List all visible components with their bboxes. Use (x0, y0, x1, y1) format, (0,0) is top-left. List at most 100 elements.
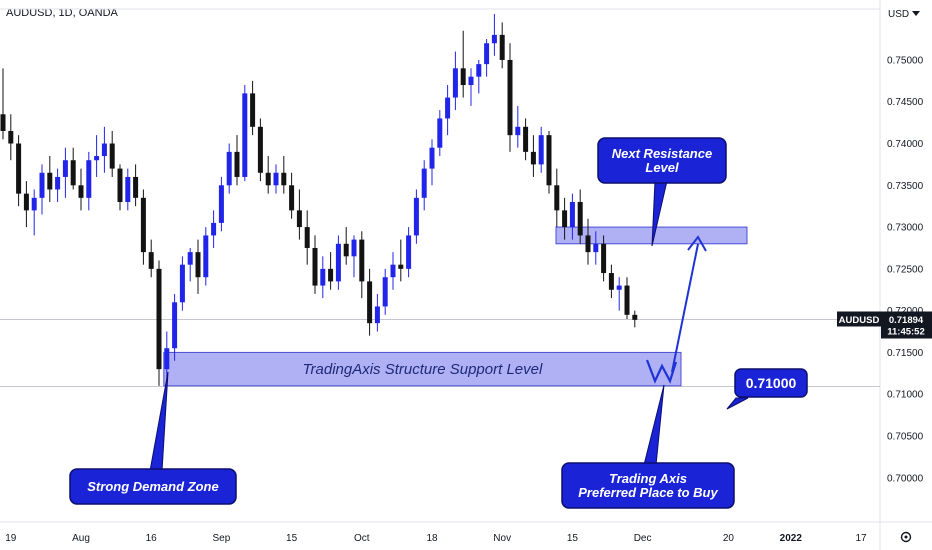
candle (31, 189, 37, 236)
y-tick-label: 0.70500 (887, 431, 924, 442)
candle-body (546, 135, 552, 186)
candle-body (195, 252, 201, 278)
candle-body (499, 34, 505, 60)
strong-demand-callout-pointer (149, 371, 169, 472)
candle (476, 59, 482, 94)
candle-body (421, 168, 427, 198)
candle-body (601, 243, 607, 274)
candle-body (242, 93, 248, 177)
candle-body (491, 34, 497, 44)
next-resistance-callout-text: Next Resistance (612, 146, 712, 161)
candle-body (31, 197, 37, 211)
candle (86, 151, 92, 211)
candle (211, 210, 217, 248)
candle-body (538, 135, 544, 165)
candle-body (460, 68, 466, 86)
candle (437, 110, 443, 157)
candle-body (172, 302, 178, 349)
x-tick-label: 2022 (780, 533, 803, 544)
candle (39, 164, 45, 215)
candle (203, 227, 209, 286)
x-tick-label: 17 (855, 533, 867, 544)
candle-body (86, 160, 92, 198)
x-tick-label: 18 (426, 533, 438, 544)
y-tick-label: 0.71000 (887, 390, 924, 401)
candle (273, 164, 279, 194)
y-tick-label: 0.74000 (887, 139, 924, 150)
candle-body (616, 285, 622, 290)
candle (374, 293, 380, 332)
candle (351, 235, 357, 278)
candle-body (117, 168, 123, 203)
candle (218, 176, 224, 232)
level-lines (0, 319, 880, 387)
trading-axis-buy-callout-text: Preferred Place to Buy (578, 485, 718, 500)
support-zone-label: TradingAxis Structure Support Level (302, 361, 543, 378)
candle-body (187, 252, 193, 265)
x-tick-label: Aug (72, 533, 90, 544)
candle (593, 231, 599, 265)
candle (289, 172, 295, 219)
trading-axis-buy-callout-pointer (643, 384, 665, 466)
candle (328, 252, 334, 290)
candle-body (569, 202, 575, 228)
candle (421, 160, 427, 211)
candle-body (562, 210, 568, 228)
x-tick-label: Dec (634, 533, 652, 544)
candle-body (351, 239, 357, 257)
candle-body (62, 160, 68, 177)
candle-body (507, 59, 513, 136)
candle-body (148, 252, 154, 269)
candle (296, 189, 302, 240)
candle (616, 277, 622, 311)
candle (569, 193, 575, 240)
candle-body (515, 126, 521, 136)
candle (601, 235, 607, 282)
candle-body (164, 348, 170, 370)
candle (608, 264, 614, 299)
candle (187, 247, 193, 282)
candle-body (0, 114, 6, 131)
candle (78, 168, 84, 211)
candle-body (133, 176, 139, 198)
y-tick-label: 0.71500 (887, 348, 924, 359)
trading-axis-buy-callout-text: Trading Axis (609, 471, 687, 486)
currency-label: USD (888, 9, 909, 20)
candle (523, 118, 529, 161)
time-axis[interactable]: 19 Aug 16 Sep 15 Oct 18 Nov 15 Dec 20 2022 17 (5, 531, 912, 545)
x-tick-label: 19 (5, 533, 17, 544)
candle-body (203, 235, 209, 278)
projection-arrow-line (671, 243, 699, 373)
candle (562, 197, 568, 240)
candle-body (234, 151, 240, 177)
candle (546, 130, 552, 194)
candle (265, 156, 271, 194)
candles (0, 14, 638, 391)
candle (390, 252, 396, 290)
candle-body (39, 172, 45, 198)
candle (109, 130, 115, 177)
candle-body (445, 97, 451, 119)
price-tag-value: 0.71894 (889, 315, 924, 326)
candle-body (593, 243, 599, 253)
price-axis[interactable]: 0.75000 0.74500 0.74000 0.73500 0.73000 0.725… (837, 9, 932, 484)
y-tick-label: 0.75000 (887, 55, 924, 66)
candle (55, 168, 61, 203)
candle-body (530, 151, 536, 165)
candle-body (23, 193, 29, 211)
candle (515, 105, 521, 148)
candle (312, 235, 318, 294)
candle (484, 39, 490, 77)
candle-body (429, 147, 435, 169)
candle (499, 22, 505, 69)
candle-body (437, 118, 443, 148)
x-tick-label: Nov (493, 533, 511, 544)
x-tick-label: Oct (354, 533, 370, 544)
candle-body (413, 197, 419, 236)
candle-body (320, 268, 326, 286)
candle-body (16, 143, 22, 194)
candle (179, 256, 185, 311)
candle (624, 277, 630, 319)
